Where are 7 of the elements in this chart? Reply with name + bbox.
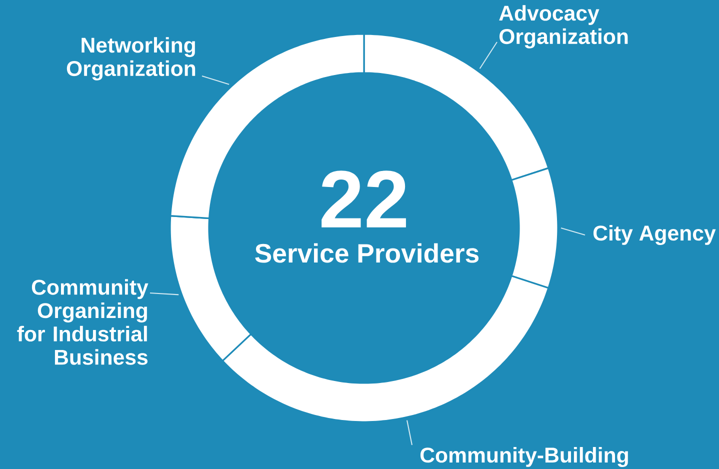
text: 22: [322, 170, 406, 228]
slice-label: Networking Organization: [66, 37, 196, 80]
slice-label: City Agency: [593, 225, 716, 245]
slice-label: Community Organizing for Industrial Business: [17, 279, 148, 365]
text: Service Providers: [255, 243, 479, 263]
slice-label: Community-Building: [420, 447, 628, 467]
slice-label: Advocacy Organization: [499, 5, 628, 48]
